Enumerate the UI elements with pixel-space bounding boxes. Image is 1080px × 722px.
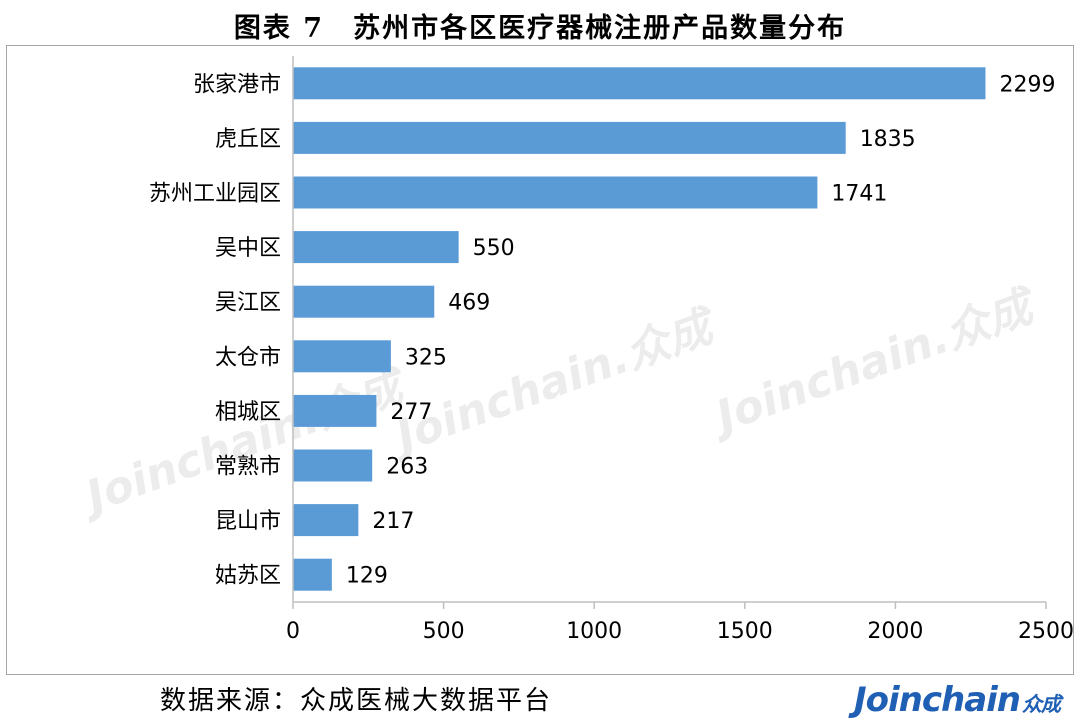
bar bbox=[293, 176, 818, 209]
bar bbox=[293, 121, 846, 154]
category-label: 张家港市 bbox=[193, 72, 281, 97]
bar bbox=[293, 340, 391, 373]
bar bbox=[293, 394, 377, 427]
data-label: 2299 bbox=[999, 72, 1055, 97]
category-label: 苏州工业园区 bbox=[149, 182, 281, 207]
x-tick-label: 500 bbox=[423, 619, 465, 644]
category-label: 相城区 bbox=[215, 400, 281, 425]
bar bbox=[293, 285, 435, 318]
bar bbox=[293, 504, 359, 537]
data-source-note: 数据来源：众成医械大数据平台 bbox=[160, 686, 553, 716]
x-tick-label: 1500 bbox=[717, 619, 773, 644]
data-label: 1741 bbox=[831, 182, 887, 207]
brand-name: Joinchain bbox=[853, 680, 1021, 720]
category-label: 虎丘区 bbox=[215, 127, 281, 152]
x-tick-label: 2500 bbox=[1018, 619, 1074, 644]
data-label: 1835 bbox=[860, 127, 916, 152]
bar bbox=[293, 67, 986, 100]
category-label: 太仓市 bbox=[215, 345, 281, 370]
bar bbox=[293, 449, 373, 482]
data-label: 277 bbox=[390, 400, 432, 425]
category-label: 吴江区 bbox=[215, 291, 281, 316]
category-label: 吴中区 bbox=[215, 236, 281, 261]
data-label: 469 bbox=[448, 291, 490, 316]
brand-cn: 众成 bbox=[1022, 692, 1061, 716]
chart-title: 图表 7 苏州市各区医疗器械注册产品数量分布 bbox=[233, 13, 847, 44]
data-label: 217 bbox=[372, 509, 414, 534]
x-tick-label: 1000 bbox=[566, 619, 622, 644]
category-label: 姑苏区 bbox=[215, 564, 281, 589]
data-label: 325 bbox=[405, 345, 447, 370]
bar bbox=[293, 558, 332, 591]
data-label: 263 bbox=[386, 455, 428, 480]
x-tick-label: 2000 bbox=[867, 619, 923, 644]
chart-frame: Joinchain.众成 Joinchain.众成 Joinchain.众成 张… bbox=[6, 45, 1074, 675]
bar bbox=[293, 231, 459, 264]
bar-chart: 张家港市 2299 虎丘区 1835 苏州工业园区 1741 吴中区 550 吴江区 469 太仓市… bbox=[149, 56, 1074, 644]
data-label: 129 bbox=[346, 564, 388, 589]
category-label: 常熟市 bbox=[215, 455, 281, 480]
brand-logo: Joinchain 众成 bbox=[853, 680, 1061, 720]
data-label: 550 bbox=[473, 236, 515, 261]
x-tick-label: 0 bbox=[286, 619, 300, 644]
category-label: 昆山市 bbox=[215, 509, 281, 534]
